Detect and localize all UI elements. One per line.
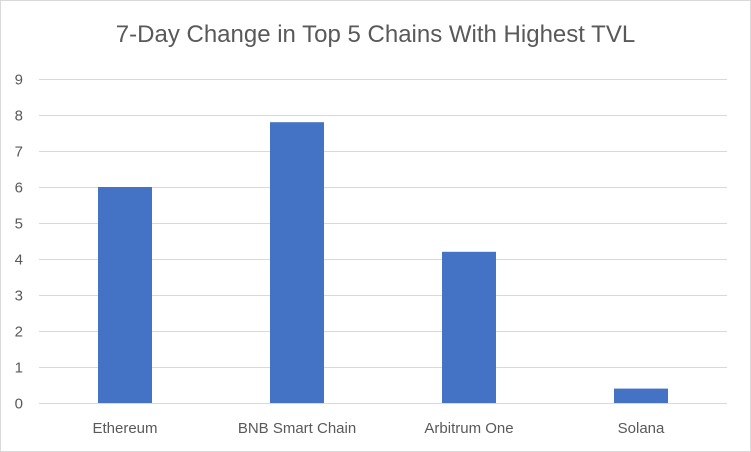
y-tick-label: 8 [15,108,23,125]
bars [98,122,668,403]
x-category-label: Ethereum [92,420,157,437]
chart-title: 7-Day Change in Top 5 Chains With Highes… [115,21,636,48]
bar-bnb-smart-chain [270,122,324,403]
x-axis-labels: Ethereum BNB Smart Chain Arbitrum One Solan… [92,420,665,437]
bar-arbitrum-one [442,251,496,403]
y-tick-label: 1 [15,360,23,377]
bar-solana [614,388,668,403]
y-tick-label: 7 [15,144,23,161]
y-tick-label: 4 [15,252,23,269]
y-tick-label: 3 [15,288,23,305]
x-category-label: Solana [618,420,665,437]
y-tick-label: 5 [15,216,23,233]
x-category-label: Arbitrum One [424,420,513,437]
y-axis-labels: 0 1 2 3 4 5 6 7 8 9 [15,72,23,413]
gridlines [39,79,727,404]
y-tick-label: 0 [15,396,23,413]
bar-ethereum [98,187,152,403]
y-tick-label: 2 [15,324,23,341]
y-tick-label: 9 [15,72,23,89]
x-category-label: BNB Smart Chain [238,420,356,437]
y-tick-label: 6 [15,180,23,197]
